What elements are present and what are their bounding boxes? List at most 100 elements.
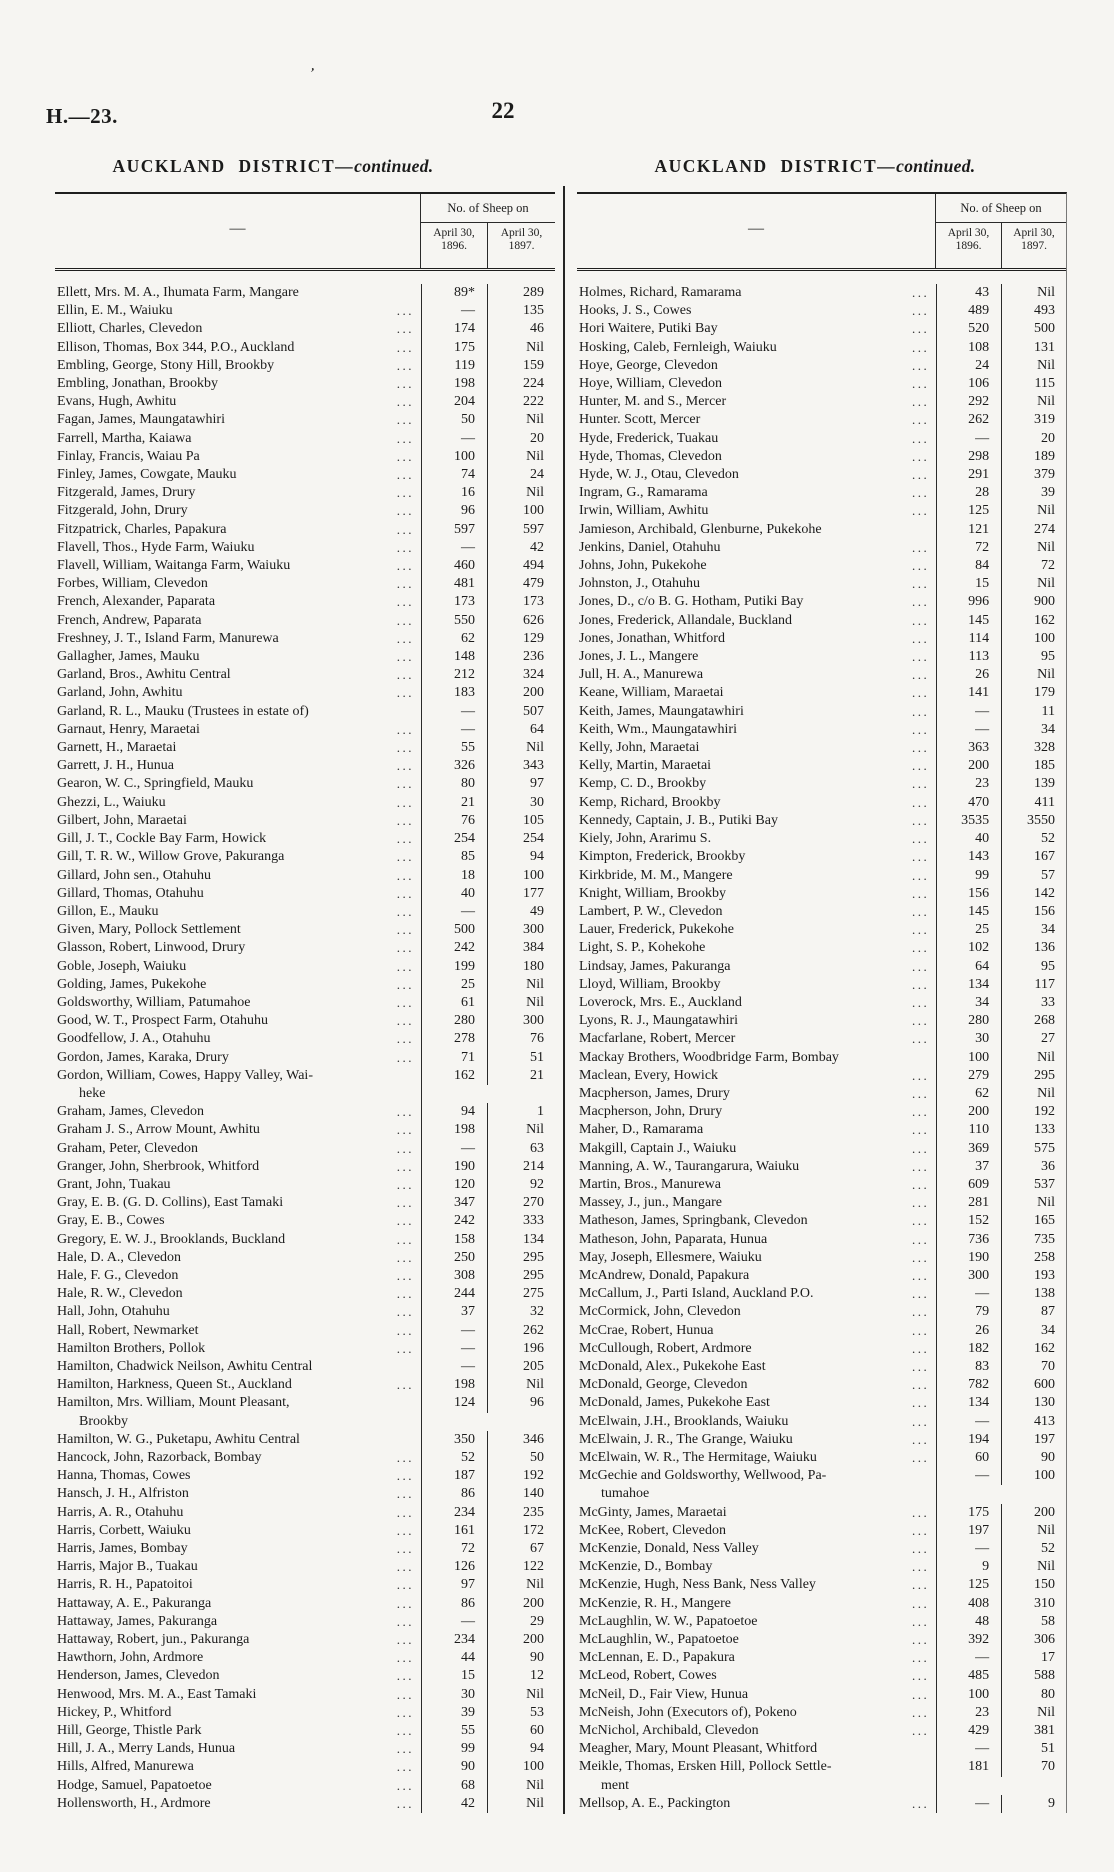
sheep-1897-value: 180 <box>523 958 544 974</box>
owner-name: Kelly, John, Maraetai <box>579 740 700 756</box>
table-row: Loverock, Mrs. E., Auckland... 34 33 <box>577 993 1066 1013</box>
sheep-1896-value: 114 <box>937 629 1003 649</box>
owner-name: Embling, George, Stony Hill, Brookby <box>57 357 275 373</box>
sheep-1896-value: 183 <box>422 684 488 703</box>
sheep-1896-value: 156 <box>937 884 1003 903</box>
owner-name-cell: Gray, E. B., Cowes... <box>55 1212 422 1231</box>
sheep-1897-value: Nil <box>1037 1049 1056 1065</box>
owner-name: Hyde, Frederick, Tuakau <box>579 430 719 446</box>
date-header-row: April 30, 1896. April 30, 1897. <box>936 223 1066 268</box>
sheep-1896-value: 199 <box>422 957 488 976</box>
column-header-1896: April 30, 1896. <box>421 223 488 268</box>
sheep-1897-value: 20 <box>530 430 544 446</box>
dot-leader: ... <box>396 485 414 501</box>
sheep-1897-value: 200 <box>523 1632 544 1648</box>
owner-name-cell: Maclean, Every, Howick... <box>577 1066 938 1085</box>
sheep-1896-value: 102 <box>937 939 1003 958</box>
dot-leader: ... <box>911 1704 930 1720</box>
owner-name-cell: Hale, F. G., Clevedon... <box>55 1266 422 1286</box>
sheep-1897-value: 172 <box>523 1522 544 1538</box>
district-title-caps: AUCKLAND DISTRICT— <box>112 156 355 176</box>
sheep-1897-value: 173 <box>523 594 544 610</box>
dot-leader: ... <box>911 594 930 610</box>
dot-leader: ... <box>911 922 930 938</box>
sheep-1897-value: 117 <box>1034 976 1056 992</box>
table-row: Mellsop, A. E., Packington... —9 <box>577 1794 1066 1814</box>
sheep-1897-value: 197 <box>1034 1431 1056 1447</box>
sheep-1897-value: 200 <box>523 1595 544 1611</box>
sheep-1897-value: 193 <box>1034 1267 1056 1283</box>
owner-column-header: — <box>577 194 936 268</box>
table-row: Hamilton, Harkness, Queen St., Auckland.… <box>55 1376 555 1395</box>
dot-leader: ... <box>396 1158 414 1174</box>
table-row: Hooks, J. S., Cowes... 489 493 <box>577 302 1066 321</box>
dot-leader: ... <box>396 685 414 701</box>
sheep-1897-value: 27 <box>1041 1031 1056 1047</box>
sheep-1896-value: 40 <box>937 830 1003 849</box>
table-row: McKenzie, Donald, Ness Valley... —52 <box>577 1540 1066 1559</box>
owner-name-cell: Jull, H. A., Manurewa... <box>577 666 938 685</box>
owner-name: Hickey, P., Whitford <box>57 1704 172 1720</box>
sheep-1897-value: 94 <box>530 849 544 865</box>
sheep-1897-value: 205 <box>523 1358 544 1374</box>
table-row: Harris, Major B., Tuakau... 126 122 <box>55 1558 555 1577</box>
sheep-1896-value: 500 <box>422 921 488 940</box>
dot-leader: ... <box>396 576 414 592</box>
dot-leader: ... <box>911 849 930 865</box>
sheep-1897-value: Nil <box>1037 1085 1056 1101</box>
owner-name-cell: Macfarlane, Robert, Mercer... <box>577 1030 938 1049</box>
owner-name-cell: McNeish, John (Executors of), Pokeno... <box>577 1703 938 1723</box>
table-row: Lyons, R. J., Maungatawhiri... 280 268 <box>577 1012 1066 1031</box>
sheep-1896-value: 60 <box>937 1449 1003 1468</box>
dot-leader: ... <box>911 703 930 719</box>
owner-name: Matheson, James, Springbank, Clevedon <box>579 1213 808 1229</box>
owner-name: French, Andrew, Paparata <box>57 612 202 628</box>
table-row: Johnston, J., Otahuhu... 15 Nil <box>577 575 1066 594</box>
left-column: AUCKLAND DISTRICT—continued. — No. of Sh… <box>55 156 555 1814</box>
sheep-1897-value: 95 <box>1041 958 1056 974</box>
owner-name-cell: Hyde, Frederick, Tuakau... <box>577 429 938 448</box>
sheep-1897-value: 167 <box>1034 849 1056 865</box>
table-row: McLaughlin, W. W., Papatoetoe... 48 58 <box>577 1612 1066 1632</box>
sheep-1896-value: 100 <box>937 1685 1003 1704</box>
owner-name: Ingram, G., Ramarama <box>579 485 708 501</box>
owner-name-cell: Forbes, William, Clevedon... <box>55 575 422 594</box>
sheep-1896-value: 161 <box>422 1521 488 1541</box>
owner-name-cell: Hori Waitere, Putiki Bay... <box>577 320 938 339</box>
table-row: Garland, Bros., Awhitu Central... 212 324 <box>55 666 555 685</box>
owner-name-cell: McKenzie, Hugh, Ness Bank, Ness Valley..… <box>577 1576 938 1595</box>
sheep-1896-value: 110 <box>937 1121 1003 1140</box>
owner-name-cell: Goble, Joseph, Waiuku... <box>55 957 422 976</box>
owner-name: Gilbert, John, Maraetai <box>57 812 187 828</box>
dot-leader: ... <box>396 1577 414 1593</box>
dot-leader: ... <box>396 849 414 865</box>
dot-leader: ... <box>911 558 930 574</box>
sheep-1897-value: 235 <box>523 1504 544 1520</box>
table-body: Ellett, Mrs. M. A., Ihumata Farm, Mangar… <box>55 271 555 1814</box>
owner-name: Hamilton, Harkness, Queen St., Auckland <box>57 1377 292 1393</box>
owner-name: Hancock, John, Razorback, Bombay <box>57 1450 262 1465</box>
sheep-1897-value: 63 <box>530 1140 544 1156</box>
owner-name-cell: McCrae, Robert, Hunua... <box>577 1321 938 1340</box>
sheep-1897-value: 262 <box>523 1322 544 1338</box>
owner-name-cell: Lindsay, James, Pakuranga... <box>577 957 938 976</box>
dot-leader: ... <box>911 1031 930 1047</box>
owner-name-cell: McLaughlin, W., Papatoetoe... <box>577 1631 938 1650</box>
dot-leader: ... <box>396 903 414 919</box>
owner-name: Hills, Alfred, Manurewa <box>57 1759 194 1775</box>
sheep-1896-value: 281 <box>937 1194 1003 1213</box>
table-row: McLeod, Robert, Cowes... 485 588 <box>577 1667 1066 1686</box>
table-row: Maclean, Every, Howick... 279 295 <box>577 1066 1066 1085</box>
dot-leader: ... <box>911 885 930 901</box>
owner-name-cell: Hattaway, Robert, jun., Pakuranga... <box>55 1631 422 1650</box>
owner-name: Hollensworth, H., Ardmore <box>57 1795 211 1811</box>
table-row: Manning, A. W., Taurangarura, Waiuku... 3… <box>577 1157 1066 1176</box>
owner-name-cell: Meikle, Thomas, Ersken Hill, Pollock Set… <box>577 1758 938 1795</box>
table-row: Keane, William, Maraetai... 141 179 <box>577 684 1066 703</box>
owner-name-cell: Harris, James, Bombay... <box>55 1540 422 1559</box>
dot-leader: ... <box>911 630 930 646</box>
owner-name-cell: McDonald, James, Pukekohe East... <box>577 1394 938 1413</box>
table-row: Ellin, E. M., Waiuku... —135 <box>55 302 555 321</box>
dot-leader: ... <box>396 1723 414 1739</box>
dot-leader: ... <box>396 448 414 464</box>
